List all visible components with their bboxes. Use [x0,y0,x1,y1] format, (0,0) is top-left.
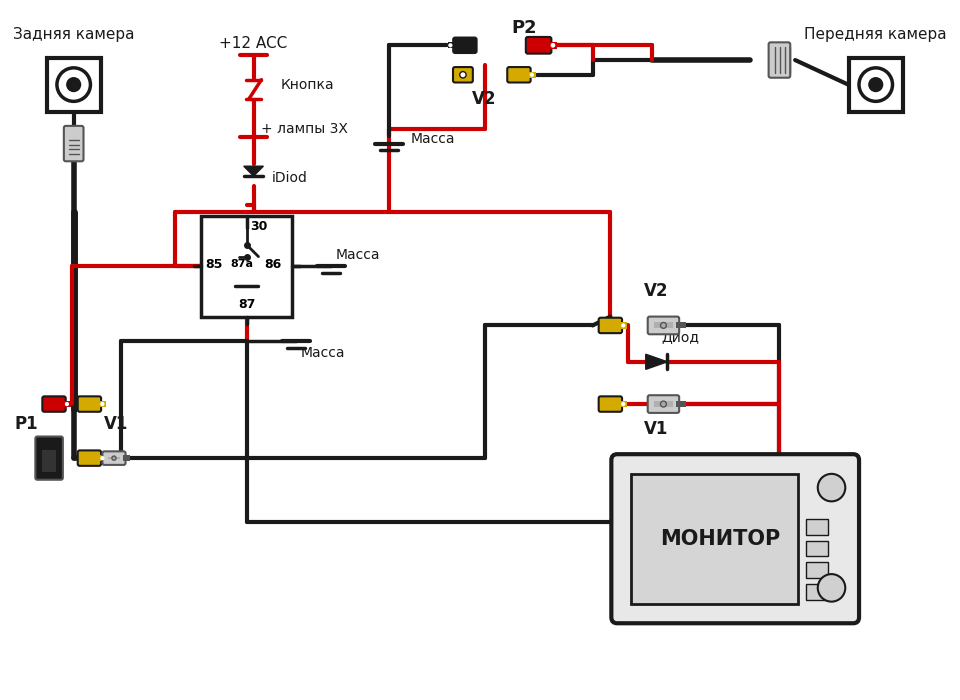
Circle shape [660,401,666,407]
FancyBboxPatch shape [64,126,84,161]
Text: Диод: Диод [661,330,700,344]
Bar [676,323,686,328]
FancyBboxPatch shape [648,395,679,413]
Circle shape [868,77,883,92]
Bar [47,57,101,111]
Circle shape [112,456,116,460]
FancyBboxPatch shape [526,37,551,54]
Circle shape [66,77,82,92]
Circle shape [460,71,467,78]
Circle shape [551,43,555,48]
Circle shape [100,402,105,406]
FancyBboxPatch shape [42,396,65,412]
Circle shape [859,68,893,102]
Bar [849,57,902,111]
Text: Масса: Масса [300,346,346,360]
Bar [619,401,627,407]
FancyBboxPatch shape [507,67,531,83]
Circle shape [621,323,625,328]
Polygon shape [646,354,667,370]
Bar [676,401,686,407]
Text: Задняя камера: Задняя камера [12,27,134,42]
Circle shape [818,474,846,501]
Circle shape [448,43,452,48]
Circle shape [65,402,69,406]
Circle shape [621,402,625,406]
Text: Передняя камера: Передняя камера [804,27,948,42]
Text: 87a: 87a [230,260,253,270]
Bar [62,401,71,407]
Text: Масса: Масса [411,132,455,146]
Bar [806,519,828,535]
Bar [528,71,536,78]
Circle shape [818,574,846,601]
Text: 87: 87 [238,298,255,311]
Bar [548,42,558,49]
Text: 85: 85 [205,258,223,271]
FancyBboxPatch shape [599,396,622,412]
Text: + лампы 3Х: + лампы 3Х [261,122,348,136]
Bar [202,216,292,316]
Circle shape [530,73,534,77]
Bar [654,323,673,328]
Bar [42,450,56,472]
Text: Кнопка: Кнопка [281,78,335,92]
Bar [806,584,828,600]
Text: P2: P2 [511,19,537,36]
Text: Масса: Масса [336,248,380,262]
Bar [98,401,107,407]
Text: V1: V1 [104,414,128,433]
Text: 30: 30 [251,220,268,233]
Bar [654,401,673,407]
Circle shape [100,456,105,460]
Text: +12 ACC: +12 ACC [220,36,288,51]
FancyBboxPatch shape [453,38,476,53]
Text: 86: 86 [264,258,281,271]
FancyBboxPatch shape [599,318,622,333]
Bar [108,457,120,459]
FancyBboxPatch shape [103,452,126,465]
Bar [631,474,798,603]
Bar [98,455,107,461]
Text: P1: P1 [14,414,38,433]
Polygon shape [244,166,263,176]
FancyBboxPatch shape [78,450,101,466]
FancyBboxPatch shape [648,316,679,335]
Bar [123,455,130,461]
FancyBboxPatch shape [612,454,859,623]
Text: V1: V1 [644,419,669,438]
Text: V2: V2 [644,282,669,300]
Bar [448,42,456,48]
FancyBboxPatch shape [769,42,790,78]
Circle shape [57,68,90,102]
FancyBboxPatch shape [36,437,62,480]
Bar [619,322,627,328]
Circle shape [660,323,666,328]
Text: V2: V2 [472,90,496,108]
FancyBboxPatch shape [78,396,101,412]
Bar [806,562,828,578]
Text: МОНИТОР: МОНИТОР [660,528,780,549]
Text: iDiod: iDiod [272,171,307,185]
FancyBboxPatch shape [453,67,473,83]
Bar [806,540,828,556]
